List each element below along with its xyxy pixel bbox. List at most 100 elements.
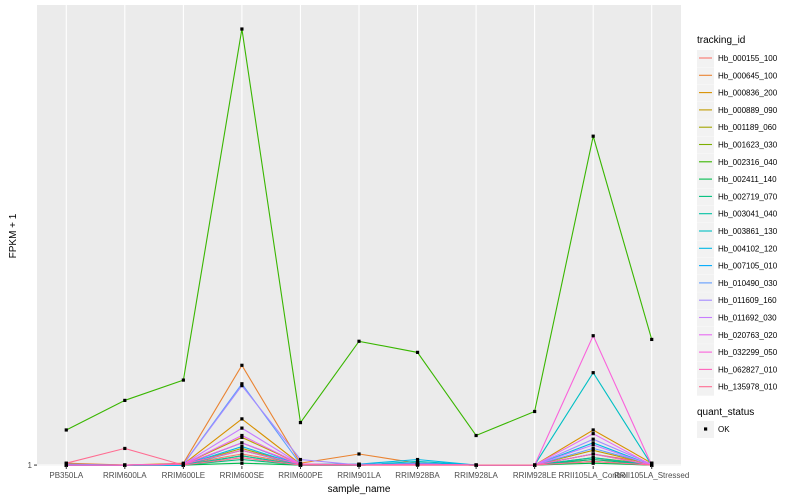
x-tick-label: RRIM928BA [395, 471, 440, 480]
legend-label: Hb_020763_020 [718, 331, 778, 340]
data-point [240, 433, 244, 438]
data-point [64, 428, 68, 432]
x-tick-label: RRIM600LA [103, 471, 147, 480]
status-legend-label: OK [718, 425, 730, 434]
x-tick-label: RRIM600PE [278, 471, 322, 480]
legend-label: Hb_011609_160 [718, 296, 777, 305]
data-point [533, 463, 537, 467]
data-point [240, 384, 244, 388]
data-point [533, 409, 537, 414]
data-point [415, 457, 420, 462]
x-tick-label: RRII105LA_Control [558, 471, 628, 480]
legend-items: Hb_000155_100 Hb_000645_100 Hb_000836_200 H… [697, 50, 778, 396]
data-point [298, 457, 303, 462]
legend: tracking_id Hb_000155_100Hb_000645_100Hb… [697, 35, 778, 396]
data-point [240, 446, 244, 451]
legend-label: Hb_010490_030 [718, 279, 778, 288]
data-point [240, 27, 244, 31]
data-point [591, 437, 595, 441]
data-point [591, 452, 595, 456]
data-point [240, 457, 244, 462]
legend-label: Hb_002316_040 [718, 158, 778, 167]
legend-label: Hb_004102_120 [718, 244, 778, 253]
legend-label: Hb_000645_100 [718, 71, 778, 80]
data-point [240, 454, 244, 458]
y-axis: 1 [28, 461, 37, 470]
legend-label: Hb_001623_030 [718, 141, 778, 150]
data-point [123, 446, 127, 451]
data-point [591, 456, 595, 460]
data-point [240, 456, 244, 460]
grid [37, 5, 681, 466]
x-tick-label: PB350LA [49, 471, 83, 480]
series-points [64, 27, 654, 467]
data-point [357, 452, 361, 456]
data-point [415, 463, 420, 467]
x-tick-label: RRIM928LA [454, 471, 498, 480]
data-point [240, 452, 244, 456]
data-point [591, 459, 595, 463]
legend-label: Hb_032299_050 [718, 348, 778, 357]
data-point [298, 420, 303, 425]
data-point [591, 457, 595, 462]
data-point [650, 463, 654, 467]
legend-label: Hb_000155_100 [718, 54, 778, 63]
data-point [591, 371, 595, 375]
data-point [650, 337, 654, 342]
data-point [415, 350, 420, 354]
legend-label: Hb_007105_010 [718, 262, 778, 271]
x-tick-label: RRIM600SE [220, 471, 264, 480]
legend-label: Hb_001189_060 [718, 123, 777, 132]
data-point [591, 428, 595, 432]
x-axis-title: sample_name [328, 484, 391, 495]
data-point [240, 444, 244, 449]
data-point [181, 463, 185, 467]
x-tick-label: RRIM600LE [162, 471, 206, 480]
data-point [591, 134, 595, 138]
legend-label: Hb_003861_130 [718, 227, 778, 236]
x-axis: PB350LA RRIM600LA RRIM600LE RRIM600SE RRIM60… [49, 466, 689, 480]
legend-label: Hb_002411_140 [718, 175, 777, 184]
data-point [240, 441, 244, 445]
data-point [591, 461, 595, 465]
data-point [357, 339, 361, 343]
legend-label: Hb_135978_010 [718, 383, 778, 392]
legend-label: Hb_062827_010 [718, 365, 778, 374]
data-point [240, 448, 244, 452]
legend-title: tracking_id [697, 35, 745, 46]
data-point [240, 426, 244, 430]
data-point [240, 417, 244, 421]
data-point [123, 398, 127, 403]
data-point [591, 441, 595, 445]
legend-label: Hb_002719_070 [718, 192, 778, 201]
data-point [298, 463, 303, 467]
y-axis-title: FPKM + 1 [8, 213, 19, 258]
data-point [240, 461, 244, 465]
y-tick-label: 1 [28, 461, 33, 470]
data-point [64, 461, 68, 465]
data-point [474, 463, 478, 467]
data-point [181, 378, 185, 382]
x-tick-label: RRIM928LE [513, 471, 557, 480]
status-legend-title: quant_status [697, 407, 754, 418]
data-point [591, 432, 595, 436]
legend-label: Hb_011692_030 [718, 314, 777, 323]
status-legend-swatch [704, 427, 708, 431]
legend-label: Hb_000836_200 [718, 89, 778, 98]
status-legend: quant_status OK [697, 407, 754, 438]
status-legend-items: OK [697, 421, 730, 438]
data-point [415, 459, 420, 463]
data-point [474, 433, 478, 438]
data-point [240, 435, 244, 439]
data-point [591, 443, 595, 447]
legend-label: Hb_003041_040 [718, 210, 778, 219]
data-point [64, 463, 68, 467]
x-tick-label: RRIM901LA [337, 471, 381, 480]
data-point [123, 463, 127, 467]
data-point [591, 446, 595, 451]
data-point [357, 463, 361, 467]
data-point [240, 382, 244, 386]
data-point [240, 363, 244, 367]
legend-label: Hb_000889_090 [718, 106, 778, 115]
